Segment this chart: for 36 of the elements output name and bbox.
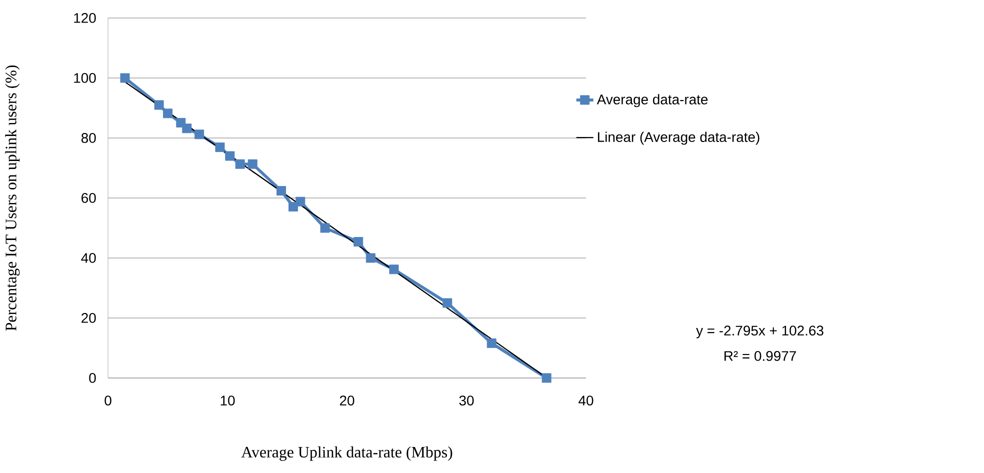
point xyxy=(163,108,173,118)
point xyxy=(194,130,204,140)
point xyxy=(486,338,496,348)
x-tick-label: 20 xyxy=(340,396,354,406)
x-tick-label: 40 xyxy=(578,396,594,406)
text: R² = 0.9977 xyxy=(724,351,796,361)
point xyxy=(154,100,164,110)
point xyxy=(225,151,235,161)
point xyxy=(235,159,245,169)
y-axis-title: Percentage IoT Users on uplink users (%) xyxy=(5,65,20,331)
x-tick-label: 30 xyxy=(459,396,474,406)
point xyxy=(366,253,376,263)
y-tick-label: 0 xyxy=(89,373,96,383)
legend-label: Linear (Average data-rate) xyxy=(598,132,760,145)
x-axis-title: Average Uplink data-rate (Mbps) xyxy=(241,446,452,461)
point xyxy=(182,124,192,134)
point xyxy=(120,73,130,83)
point xyxy=(354,237,364,247)
y-tick-label: 40 xyxy=(81,253,96,263)
point xyxy=(296,196,306,206)
point xyxy=(276,186,286,196)
point xyxy=(320,223,330,233)
y-tick-label: 100 xyxy=(74,73,96,83)
point xyxy=(248,159,258,169)
legend-label: Average data-rate xyxy=(596,94,708,108)
point xyxy=(442,298,452,308)
point xyxy=(215,142,225,152)
point xyxy=(389,264,399,274)
point xyxy=(542,373,552,383)
y-tick-label: 80 xyxy=(81,133,96,143)
x-tick-label: 0 xyxy=(104,396,112,406)
y-tick-label: 20 xyxy=(82,313,96,323)
y-tick-label: 120 xyxy=(74,13,96,23)
x-tick-label: 10 xyxy=(220,396,235,406)
y-tick-label: 60 xyxy=(82,193,96,203)
text: y = -2.795x + 102.63 xyxy=(696,326,824,338)
